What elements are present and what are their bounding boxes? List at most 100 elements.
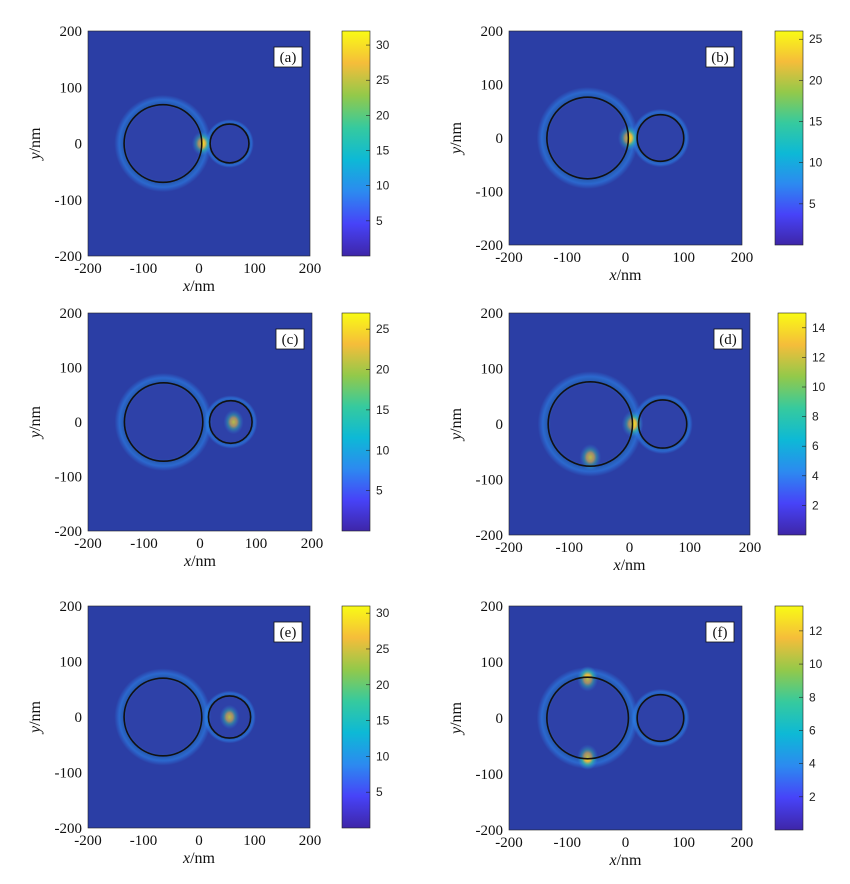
- colorbar-tick-label: 25: [376, 322, 390, 336]
- panel-label: (e): [280, 625, 297, 641]
- y-axis-label: y/nm: [27, 700, 44, 735]
- x-axis-label: x/nm: [609, 267, 643, 284]
- large-particle: [546, 96, 630, 180]
- field-glow: [632, 393, 693, 455]
- x-tick-label: -200: [74, 833, 102, 849]
- panel-c: -200 -100 0 100 200 200 100 0 -100 -200 x/nm y/nm (c…: [27, 306, 390, 570]
- panel-f: -200 -100 0 100 200 200 100 0 -100 -200 x/nm y/nm (f…: [448, 599, 823, 869]
- field-glow: [205, 119, 254, 168]
- hotspot: [577, 665, 599, 692]
- x-tick-label: 200: [301, 536, 324, 552]
- x-tick-label: 0: [626, 540, 634, 556]
- colorbar-tick-label: 25: [376, 642, 390, 656]
- panel-label-box: [275, 328, 305, 350]
- field-glow: [631, 688, 690, 748]
- colorbar-tick-label: 30: [376, 606, 390, 620]
- colorbar-tick-label: 10: [809, 156, 823, 170]
- colorbar-tick-label: 20: [809, 73, 823, 87]
- y-axis-label: y/nm: [27, 127, 44, 162]
- x-tick-label: -200: [495, 540, 523, 556]
- x-tick-label: -200: [495, 835, 523, 851]
- colorbar-tick-label: 5: [376, 484, 383, 498]
- y-tick-label: 200: [481, 306, 504, 322]
- panel-label: (c): [282, 332, 299, 348]
- x-tick-label: 100: [673, 250, 696, 266]
- field-glow: [114, 373, 213, 471]
- colorbar-tick-label: 15: [809, 115, 823, 129]
- x-tick-label: 200: [299, 261, 322, 277]
- panel-label-box: [705, 621, 735, 643]
- panel-d: -200 -100 0 100 200 200 100 0 -100 -200 x/nm y/nm (d…: [448, 306, 826, 574]
- x-tick-label: 200: [739, 540, 762, 556]
- x-tick-label: 100: [245, 536, 268, 552]
- y-tick-label: 100: [481, 655, 504, 671]
- x-tick-label: 0: [622, 835, 630, 851]
- colorbar-tick-label: 12: [812, 350, 826, 364]
- x-tick-label: 200: [731, 250, 754, 266]
- x-tick-label: 0: [622, 250, 630, 266]
- y-tick-label: 200: [60, 306, 83, 322]
- y-tick-label: -200: [476, 528, 504, 544]
- large-particle: [123, 103, 203, 184]
- y-tick-label: 100: [481, 362, 504, 378]
- colorbar-tick-label: 5: [809, 197, 816, 211]
- colorbar-tick-label: 15: [376, 144, 390, 158]
- x-tick-label: -100: [556, 540, 584, 556]
- y-tick-label: -200: [55, 821, 83, 837]
- colorbar-tick-label: 6: [809, 723, 816, 737]
- colorbar-tick-label: 20: [376, 363, 390, 377]
- panel-label: (a): [280, 50, 297, 66]
- colorbar-tick-label: 10: [812, 380, 826, 394]
- colorbar: [774, 605, 804, 831]
- large-particle: [546, 676, 630, 760]
- colorbar: [341, 605, 371, 829]
- colorbar-tick-label: 25: [376, 73, 390, 87]
- x-axis-label: x/nm: [183, 553, 217, 570]
- x-tick-label: -200: [495, 250, 523, 266]
- plot-frame: [508, 30, 743, 246]
- field-glow: [114, 668, 212, 766]
- colorbar-tick-label: 30: [376, 38, 390, 52]
- colorbar-tick-label: 2: [812, 498, 819, 512]
- colorbar-tick-label: 6: [812, 439, 819, 453]
- hotspot: [223, 409, 244, 435]
- colorbar-tick-label: 8: [809, 690, 816, 704]
- small-particle: [637, 399, 688, 449]
- x-tick-label: -100: [554, 250, 582, 266]
- panel-a: -200 -100 0 100 200 200 100 0 -100 -200 x/nm y/nm (a…: [27, 24, 390, 295]
- hotspot: [577, 744, 599, 771]
- large-particle: [547, 381, 634, 467]
- large-particle: [123, 677, 203, 757]
- x-tick-label: -200: [74, 536, 102, 552]
- y-tick-label: -100: [55, 470, 83, 486]
- y-tick-label: 100: [481, 78, 504, 94]
- x-tick-label: 100: [673, 835, 696, 851]
- y-tick-label: 200: [60, 599, 83, 615]
- colorbar-tick-label: 20: [376, 108, 390, 122]
- y-tick-label: -200: [55, 249, 83, 265]
- x-axis-label: x/nm: [613, 557, 647, 574]
- y-tick-label: -100: [55, 766, 83, 782]
- x-tick-label: -200: [74, 261, 102, 277]
- y-tick-label: 0: [75, 415, 83, 431]
- x-tick-label: 200: [299, 833, 322, 849]
- y-tick-label: -100: [55, 193, 83, 209]
- y-tick-label: -200: [476, 823, 504, 839]
- y-tick-label: 100: [60, 655, 83, 671]
- y-axis-label: y/nm: [448, 121, 465, 156]
- y-tick-label: 100: [60, 361, 83, 377]
- y-tick-label: 200: [60, 24, 83, 40]
- colorbar-tick-label: 10: [376, 749, 390, 763]
- plot-frame: [87, 605, 311, 829]
- colorbar: [774, 30, 804, 246]
- y-tick-label: 200: [481, 24, 504, 40]
- panel-label: (f): [713, 625, 728, 641]
- panel-b: -200 -100 0 100 200 200 100 0 -100 -200 x/nm y/nm (b…: [448, 24, 823, 284]
- x-tick-label: -100: [130, 833, 158, 849]
- plot-frame: [508, 312, 751, 536]
- colorbar-tick-label: 25: [809, 32, 823, 46]
- small-particle: [208, 399, 253, 445]
- x-tick-label: 0: [196, 536, 204, 552]
- y-tick-label: 0: [496, 417, 504, 433]
